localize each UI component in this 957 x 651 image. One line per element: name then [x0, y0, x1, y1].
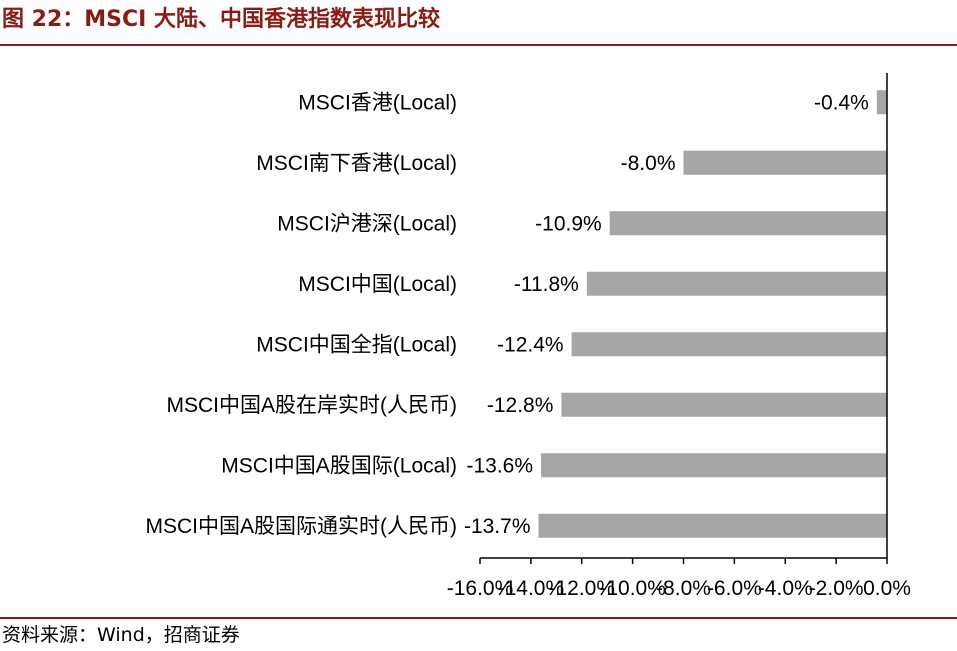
category-label: MSCI中国A股国际(Local) — [221, 454, 457, 477]
category-label: MSCI中国A股国际通实时(人民币) — [146, 515, 458, 538]
x-tick-label: -16.0% — [447, 577, 514, 600]
data-label: -10.9% — [535, 212, 602, 235]
data-label: -12.8% — [487, 394, 554, 417]
category-label: MSCI中国(Local) — [298, 273, 457, 296]
x-tick-label: -14.0% — [498, 577, 565, 600]
bar — [538, 513, 887, 538]
x-tick-label: -6.0% — [707, 577, 762, 600]
footer-rule — [0, 617, 957, 619]
bar — [876, 90, 887, 115]
bar — [683, 150, 887, 175]
bar — [586, 271, 887, 296]
category-label: MSCI中国全指(Local) — [256, 333, 457, 356]
x-tick-label: -2.0% — [809, 577, 864, 600]
data-label: -0.4% — [814, 91, 869, 114]
source-note: 资料来源：Wind，招商证券 — [2, 624, 240, 646]
bar — [541, 453, 887, 478]
bar — [609, 211, 887, 236]
x-tick-label: -4.0% — [758, 577, 813, 600]
data-label: -8.0% — [621, 152, 676, 175]
data-label: -13.7% — [464, 515, 531, 538]
bar — [561, 392, 887, 417]
data-label: -11.8% — [514, 273, 579, 296]
data-label: -13.6% — [467, 454, 534, 477]
bar — [571, 332, 887, 357]
data-label: -12.4% — [497, 333, 564, 356]
x-tick-label: -10.0% — [599, 577, 666, 600]
category-label: MSCI南下香港(Local) — [256, 152, 457, 175]
x-tick-label: 0.0% — [863, 577, 911, 600]
category-label: MSCI香港(Local) — [298, 91, 457, 114]
bar-chart: -0.4% MSCI香港(Local) -8.0% MSCI南下香港(Local) -1… — [146, 73, 911, 600]
x-tick-label: -12.0% — [548, 577, 615, 600]
category-label: MSCI中国A股在岸实时(人民币) — [167, 394, 458, 417]
figure-title: 图 22：MSCI 大陆、中国香港指数表现比较 — [2, 7, 441, 32]
title-rule — [0, 44, 957, 46]
category-label: MSCI沪港深(Local) — [277, 212, 457, 235]
x-tick-label: -8.0% — [656, 577, 711, 600]
